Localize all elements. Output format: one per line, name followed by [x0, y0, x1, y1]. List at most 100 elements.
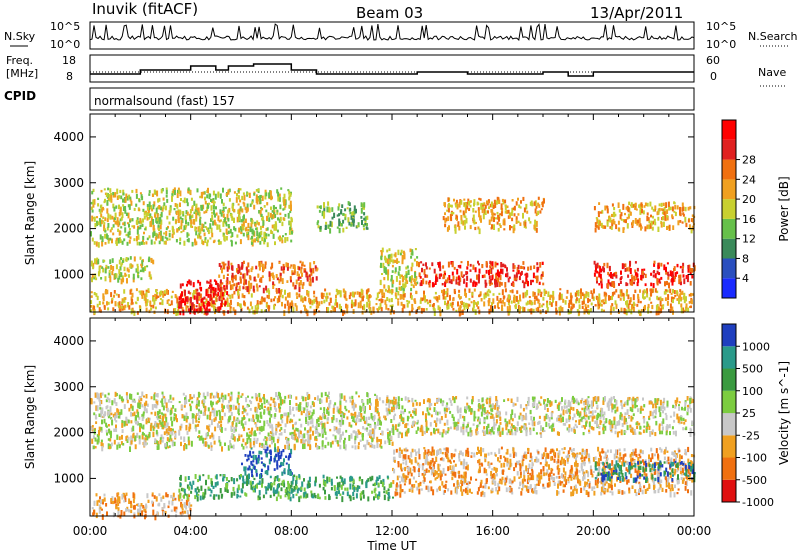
power-panel-cell	[357, 222, 360, 228]
power-panel-cell	[432, 303, 435, 306]
power-panel-cell	[395, 276, 398, 282]
velocity-panel-cell	[164, 442, 167, 447]
velocity-panel-cell	[327, 416, 330, 421]
power-panel-cell	[100, 207, 103, 213]
velocity-panel-cell	[263, 412, 266, 415]
power-panel-cell	[362, 224, 365, 228]
power-panel-cell	[191, 205, 194, 208]
power-panel-cell	[231, 232, 234, 237]
power-panel-cell	[626, 267, 629, 272]
power-panel-cell	[300, 266, 303, 270]
velocity-panel-cell	[278, 478, 281, 481]
velocity-panel-cell	[251, 486, 254, 491]
velocity-panel-cell	[157, 411, 159, 416]
power-panel-cell	[180, 299, 183, 304]
velocity-panel-cell	[127, 509, 129, 512]
velocity-panel-cell	[354, 438, 357, 445]
power-panel-region	[217, 260, 319, 294]
power-panel-cell	[271, 224, 274, 229]
power-panel-cell	[122, 198, 124, 203]
power-panel-cell	[414, 272, 417, 278]
velocity-panel-cell	[214, 426, 217, 432]
power-panel-cell	[533, 201, 536, 206]
power-panel-cell	[315, 269, 318, 272]
velocity-panel-cell	[285, 412, 287, 417]
power-panel-cell	[666, 215, 669, 218]
power-panel-cell	[292, 282, 295, 287]
power-panel-cell	[462, 301, 465, 307]
power-panel-cell	[496, 221, 499, 225]
power-panel-cell	[135, 268, 138, 273]
velocity-panel-cell	[284, 489, 287, 493]
velocity-panel-cell	[171, 420, 174, 427]
power-panel-cell	[338, 218, 341, 222]
power-panel-cell	[281, 301, 283, 307]
power-panel-cell	[282, 217, 285, 221]
power-panel-cell	[458, 202, 461, 208]
velocity-panel-cell	[274, 402, 277, 406]
power-panel-cell	[429, 304, 432, 307]
velocity-panel-cell	[283, 458, 285, 463]
power-panel-cell	[504, 199, 507, 204]
power-panel-cell	[390, 253, 393, 259]
velocity-panel-cell	[182, 414, 185, 417]
power-panel-cell	[515, 201, 518, 206]
velocity-panel-cell	[364, 444, 367, 450]
power-panel-cell	[377, 309, 380, 313]
power-panel-cell	[257, 222, 260, 226]
velocity-panel-cell	[241, 462, 243, 466]
velocity-panel-cell	[251, 481, 254, 485]
velocity-panel-cell	[257, 458, 260, 464]
power-panel-cell	[262, 220, 265, 226]
power-panel-cell	[537, 300, 540, 304]
power-panel-cell	[505, 273, 507, 278]
power-panel-cell	[316, 221, 319, 226]
power-panel-cell	[489, 260, 492, 265]
power-panel-cell	[381, 299, 384, 303]
power-panel-cell	[609, 296, 612, 301]
velocity-panel-cell	[170, 428, 172, 432]
power-panel-cell	[650, 292, 653, 296]
velocity-panel-cell	[266, 487, 269, 491]
velocity-panel-cell	[251, 463, 254, 466]
power-panel-cell	[139, 224, 142, 230]
power-panel-cell	[286, 300, 289, 306]
velocity-panel-cell	[273, 457, 276, 463]
velocity-panel-cell	[266, 470, 269, 476]
velocity-panel-cell	[96, 392, 99, 396]
power-panel-cell	[137, 275, 140, 279]
velocity-panel-cell	[273, 491, 276, 497]
power-panel-cell	[682, 262, 685, 268]
power-panel-cell	[157, 206, 160, 210]
velocity-panel-cell	[120, 510, 123, 516]
power-panel-cell	[529, 221, 532, 224]
velocity-panel-cell	[265, 449, 268, 452]
power-panel-cell	[122, 204, 125, 207]
power-panel-cell	[249, 226, 252, 233]
power-panel-cell	[118, 275, 121, 280]
power-panel-cell	[203, 305, 206, 310]
power-panel-cell	[103, 222, 106, 225]
power-panel-cell	[642, 293, 644, 299]
power-panel-cell	[681, 221, 684, 224]
power-panel-cell	[323, 206, 326, 212]
velocity-panel-cell	[150, 411, 153, 415]
power-panel-cell	[201, 205, 204, 211]
velocity-panel-cell	[328, 395, 330, 399]
power-panel-cell	[309, 278, 312, 283]
power-panel-cell	[529, 300, 532, 305]
power-panel-cell	[140, 241, 143, 245]
power-panel-cell	[537, 210, 540, 215]
power-panel-cell	[475, 221, 477, 224]
power-panel-cell	[668, 224, 671, 231]
velocity-panel-cell	[228, 407, 231, 413]
power-panel-cell	[276, 297, 279, 304]
power-panel-cell	[135, 188, 138, 194]
velocity-panel-cell	[237, 408, 240, 414]
power-panel-cell	[172, 227, 174, 233]
power-panel-cell	[121, 240, 124, 245]
power-panel-cell	[141, 196, 144, 201]
velocity-panel-cell	[385, 403, 388, 406]
power-panel-cell	[180, 220, 183, 226]
power-panel-cell	[136, 229, 139, 235]
